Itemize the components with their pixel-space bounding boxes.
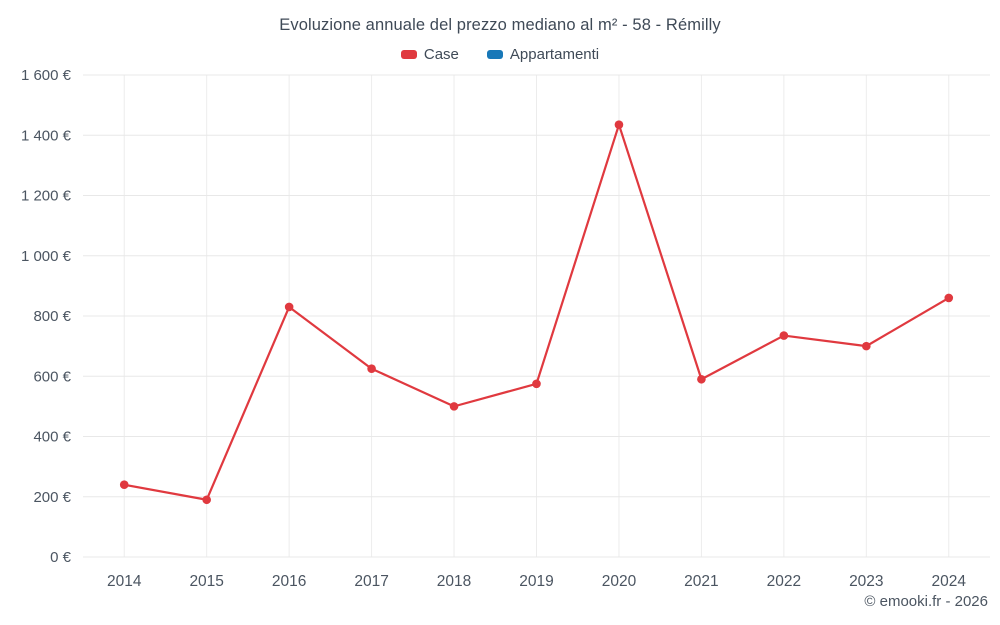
x-axis-tick-label: 2018 — [437, 573, 471, 590]
data-point[interactable] — [202, 495, 211, 505]
y-axis-tick-label: 1 400 € — [21, 127, 72, 144]
legend-swatch — [486, 50, 503, 59]
y-axis-tick-label: 200 € — [33, 489, 71, 506]
x-axis-tick-label: 2015 — [189, 573, 223, 590]
chart-title: Evoluzione annuale del prezzo mediano al… — [279, 16, 721, 34]
y-axis-tick-label: 1 600 € — [21, 67, 72, 84]
x-axis-tick-label: 2021 — [684, 573, 718, 590]
data-point[interactable] — [532, 379, 541, 389]
data-point[interactable] — [449, 402, 459, 411]
y-axis-tick-label: 600 € — [33, 368, 71, 385]
legend-item-case[interactable]: Case — [400, 46, 459, 63]
data-point[interactable] — [697, 374, 706, 384]
x-axis-tick-label: 2024 — [932, 573, 967, 590]
legend-item-appartamenti[interactable]: Appartamenti — [486, 46, 600, 63]
legend-label: Appartamenti — [509, 46, 600, 63]
y-axis-tick-label: 400 € — [33, 429, 71, 446]
data-point[interactable] — [614, 120, 624, 130]
x-axis-tick-label: 2017 — [354, 573, 388, 590]
y-axis-tick-label: 1 200 € — [21, 188, 72, 205]
data-point[interactable] — [779, 331, 789, 340]
x-axis-tick-label: 2016 — [272, 573, 306, 590]
y-axis-tick-label: 800 € — [33, 308, 71, 325]
data-point[interactable] — [944, 293, 954, 303]
data-point[interactable] — [367, 364, 376, 374]
x-axis-tick-label: 2014 — [107, 573, 142, 590]
data-point[interactable] — [284, 302, 294, 312]
y-axis-tick-label: 1 000 € — [21, 248, 72, 265]
x-axis-tick-label: 2019 — [519, 573, 553, 590]
legend-label: Case — [423, 46, 459, 63]
x-axis-tick-label: 2022 — [767, 573, 801, 590]
legend-swatch — [400, 50, 417, 59]
chart-legend: Case Appartamenti — [0, 46, 1000, 63]
data-point[interactable] — [119, 480, 129, 490]
x-axis-tick-label: 2023 — [849, 573, 883, 590]
x-axis-tick-label: 2020 — [602, 573, 637, 590]
data-point[interactable] — [862, 341, 871, 351]
y-axis-tick-label: 0 € — [50, 549, 72, 566]
copyright: © emooki.fr - 2026 — [864, 593, 988, 610]
